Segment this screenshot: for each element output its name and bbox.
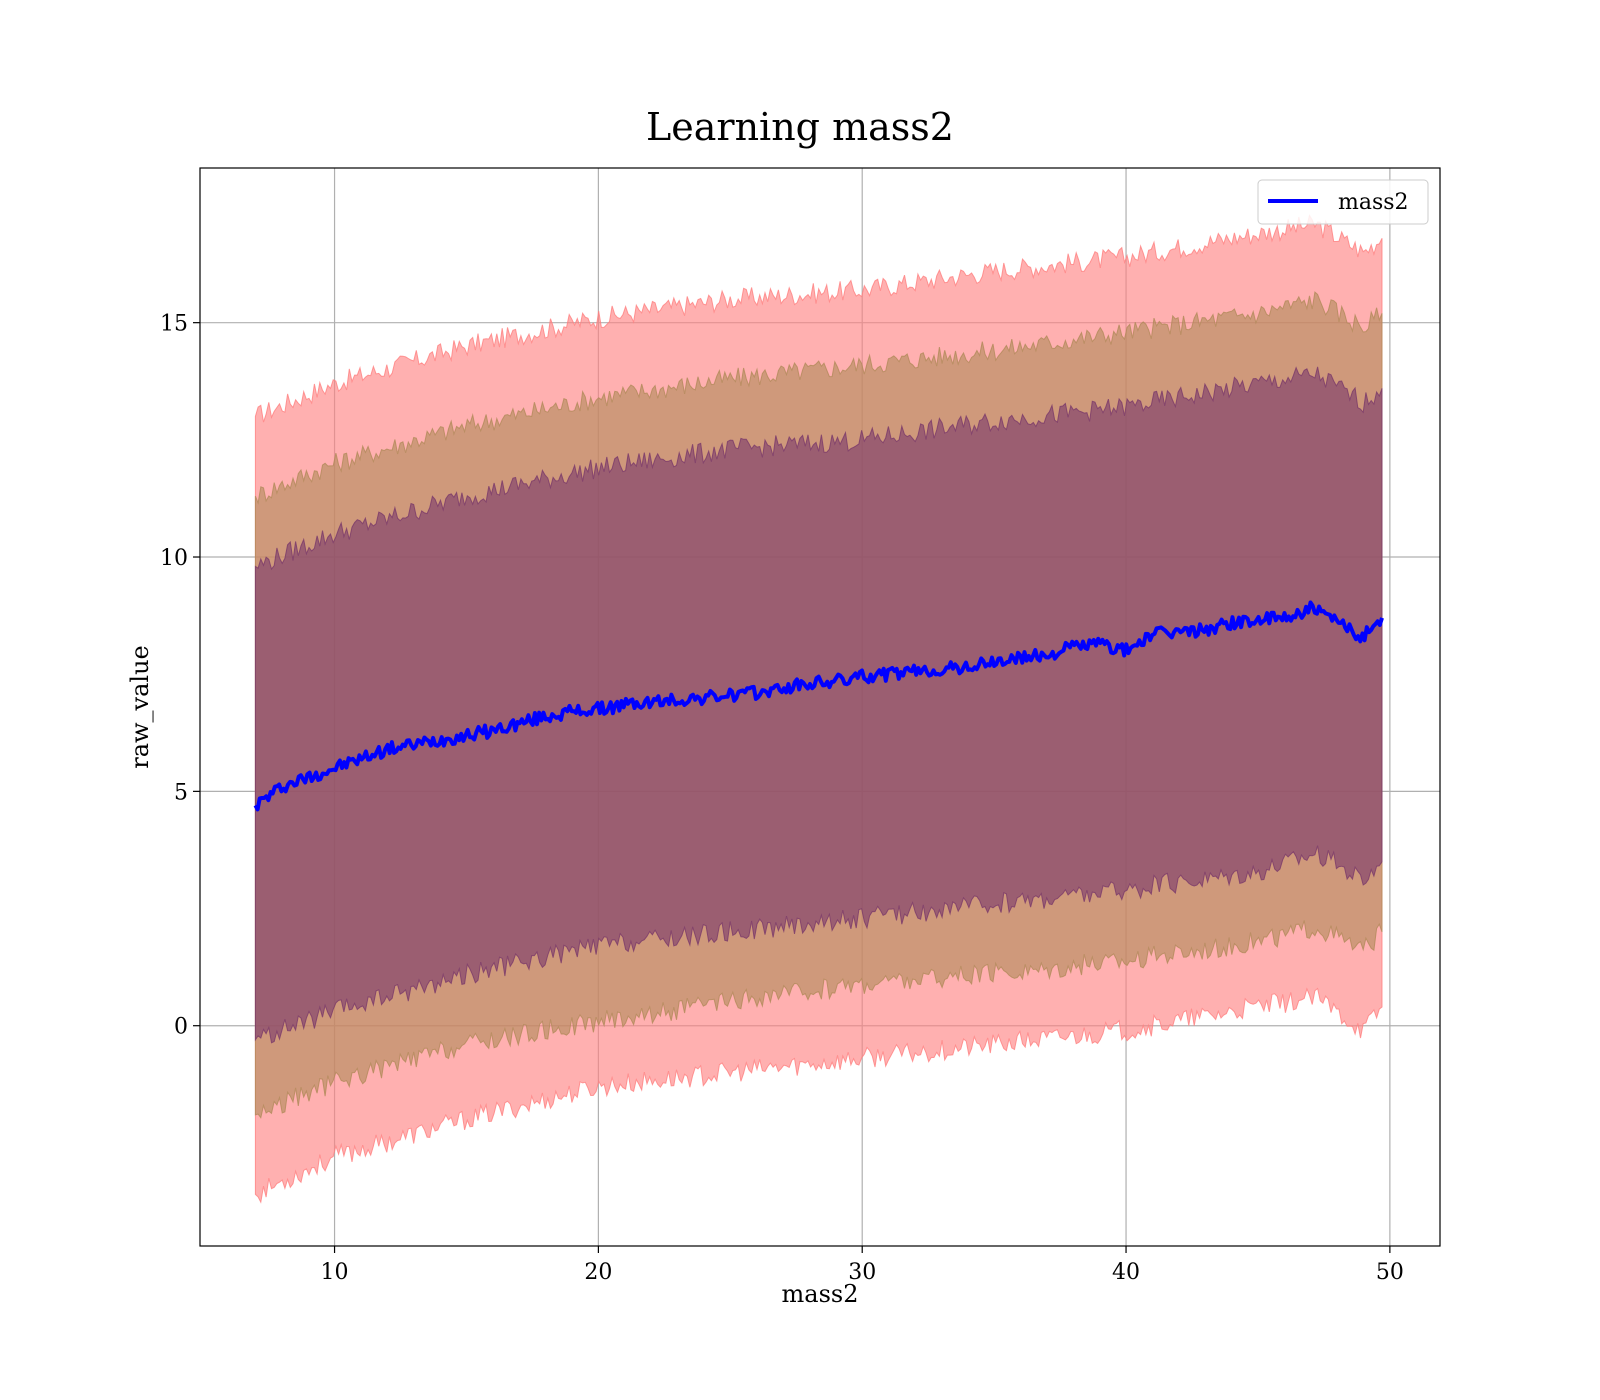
line-layer [253,600,1384,812]
y-tick-label: 5 [174,780,188,805]
chart-title: Learning mass2 [646,105,954,149]
plot-frame [199,167,1441,1247]
x-tick-label: 40 [1112,1260,1140,1285]
x-tick-label: 30 [848,1260,876,1285]
y-tick-label: 15 [160,312,188,337]
x-tick-label: 10 [321,1260,349,1285]
y-axis-label: raw_value [126,645,154,769]
legend-label-mass2: mass2 [1338,190,1409,215]
x-tick-label: 50 [1376,1260,1404,1285]
band-layer [254,214,1383,1204]
y-tick-label: 10 [160,546,188,571]
series-line-mass2 [253,600,1384,812]
x-axis-label: mass2 [782,1280,859,1308]
y-tick-label: 0 [174,1015,188,1040]
tick-layer: 10 20 30 40 50 0 5 10 15 [160,312,1404,1285]
confidence-band-3 [254,366,1383,1044]
x-tick-label: 20 [584,1260,612,1285]
legend: mass2 [1257,179,1429,225]
legend-box [1257,179,1429,225]
